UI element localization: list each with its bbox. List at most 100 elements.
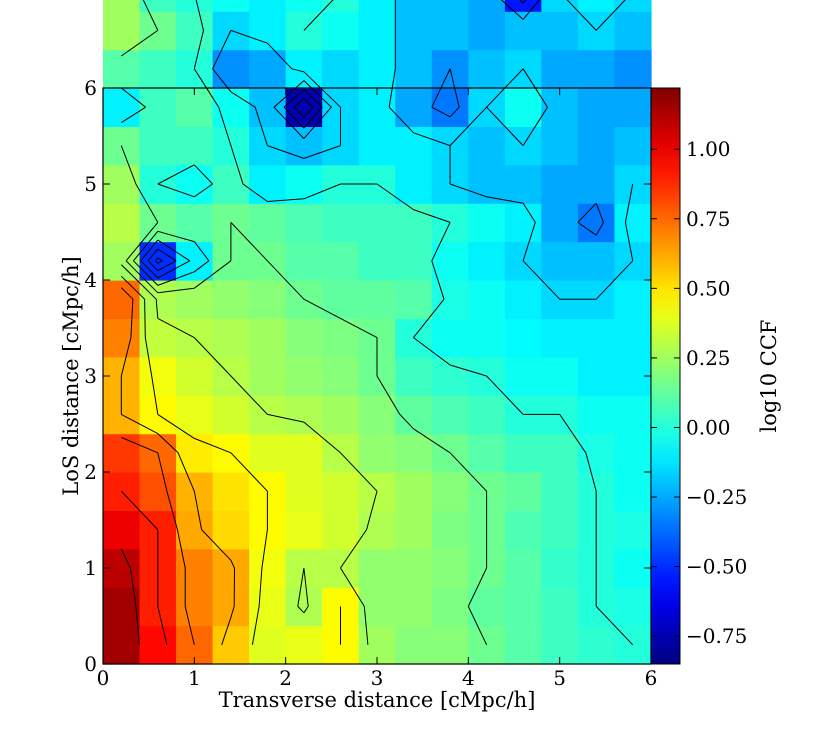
heatmap-cell bbox=[322, 318, 360, 358]
heatmap-cell bbox=[212, 0, 250, 12]
heatmap-cell bbox=[395, 395, 433, 435]
y-tick-label: 5 bbox=[84, 172, 97, 196]
heatmap-cell bbox=[577, 49, 616, 89]
x-tick-label: 0 bbox=[97, 666, 110, 690]
heatmap-cell bbox=[176, 203, 214, 243]
contour-line bbox=[120, 0, 634, 646]
heatmap-cell bbox=[249, 280, 287, 319]
x-axis-label: Transverse distance [cMpc/h] bbox=[219, 688, 536, 712]
heatmap-cell bbox=[468, 203, 506, 243]
heatmap-cell bbox=[322, 11, 360, 51]
heatmap-cell bbox=[249, 11, 287, 51]
heatmap-cell bbox=[285, 395, 323, 435]
heatmap-cell bbox=[395, 11, 433, 51]
x-tick-label: 1 bbox=[188, 666, 201, 690]
heatmap-cell bbox=[468, 280, 506, 319]
heatmap-cell bbox=[468, 0, 506, 12]
heatmap-cell bbox=[541, 510, 579, 550]
heatmap-cell bbox=[504, 548, 542, 588]
heatmap-cell bbox=[541, 472, 579, 511]
heatmap-cell bbox=[577, 126, 616, 166]
contour-line bbox=[120, 264, 378, 645]
heatmap-cell bbox=[139, 0, 177, 12]
heatmap-cell bbox=[541, 203, 579, 243]
heatmap-cell bbox=[249, 164, 287, 204]
colorbar-tick-label: 0.50 bbox=[686, 276, 731, 300]
heatmap-cell bbox=[577, 625, 616, 665]
heatmap-cell bbox=[212, 88, 250, 127]
colorbar-label: log10 CCF bbox=[757, 320, 781, 433]
colorbar-tick-label: 0.75 bbox=[686, 207, 731, 231]
heatmap-cell bbox=[504, 0, 542, 12]
heatmap-cell bbox=[614, 203, 652, 243]
colorbar-tick-label: −0.75 bbox=[686, 624, 747, 648]
heatmap-cell bbox=[139, 241, 177, 281]
heatmap-cell bbox=[541, 318, 579, 358]
heatmap-cell bbox=[504, 88, 542, 127]
heatmap-cell bbox=[139, 356, 177, 396]
heatmap-cell bbox=[176, 280, 214, 319]
heatmap-cell bbox=[212, 318, 250, 358]
heatmap-cell bbox=[285, 356, 323, 396]
heatmap-cell bbox=[395, 203, 433, 243]
heatmap-cell bbox=[504, 472, 542, 511]
heatmap-cell bbox=[431, 625, 469, 665]
heatmap-cell bbox=[468, 395, 506, 435]
heatmap-cell bbox=[358, 587, 396, 627]
heatmap-cell bbox=[577, 356, 616, 396]
heatmap-cell bbox=[468, 241, 506, 281]
heatmap-cell bbox=[358, 126, 396, 166]
heatmap-cell bbox=[322, 280, 360, 319]
heatmap-cell bbox=[139, 280, 177, 319]
heatmap-cell bbox=[285, 318, 323, 358]
heatmap-cell bbox=[614, 11, 652, 51]
heatmap-cell bbox=[176, 241, 214, 281]
heatmap-cell bbox=[285, 88, 323, 127]
heatmap-cell bbox=[322, 472, 360, 511]
heatmap-cell bbox=[614, 88, 652, 127]
heatmap-cell bbox=[176, 356, 214, 396]
colorbar-tick-label: 1.00 bbox=[686, 137, 731, 161]
heatmap-cell bbox=[176, 548, 214, 588]
heatmap-cell bbox=[504, 433, 542, 473]
heatmap-cell bbox=[614, 472, 652, 511]
heatmap-cell bbox=[614, 395, 652, 435]
heatmap-cell bbox=[395, 241, 433, 281]
heatmap-cell bbox=[504, 318, 542, 358]
heatmap-cell bbox=[249, 548, 287, 588]
heatmap-cell bbox=[431, 395, 469, 435]
heatmap-cell bbox=[614, 510, 652, 550]
heatmap-cell bbox=[577, 164, 616, 204]
heatmap-cell bbox=[358, 49, 396, 89]
contour-line bbox=[293, 97, 314, 119]
y-tick-label: 0 bbox=[84, 652, 97, 676]
heatmap-cell bbox=[358, 548, 396, 588]
contour-line bbox=[120, 548, 140, 645]
heatmap-cell bbox=[395, 126, 433, 166]
heatmap-cell bbox=[103, 11, 141, 51]
heatmap-cell bbox=[103, 433, 141, 473]
heatmap-cell bbox=[212, 395, 250, 435]
heatmap-cell bbox=[358, 203, 396, 243]
heatmap-cell bbox=[577, 318, 616, 358]
heatmap-cell bbox=[577, 395, 616, 435]
heatmap-cell bbox=[285, 126, 323, 166]
heatmap-cell bbox=[358, 11, 396, 51]
heatmap-cell bbox=[577, 203, 616, 243]
heatmap-cell bbox=[541, 548, 579, 588]
heatmap-cell bbox=[504, 203, 542, 243]
contour-line bbox=[120, 287, 235, 645]
heatmap-cell bbox=[176, 164, 214, 204]
heatmap-cell bbox=[249, 318, 287, 358]
heatmap-cell bbox=[541, 587, 579, 627]
heatmap-cell bbox=[212, 587, 250, 627]
heatmap-cell bbox=[395, 433, 433, 473]
heatmap-cell bbox=[541, 433, 579, 473]
heatmap-cell bbox=[504, 280, 542, 319]
heatmap-cell bbox=[285, 510, 323, 550]
heatmap-cell bbox=[285, 241, 323, 281]
heatmap-cell bbox=[358, 0, 396, 12]
heatmap-cell bbox=[358, 433, 396, 473]
heatmap-cell bbox=[285, 472, 323, 511]
heatmap-cell bbox=[139, 126, 177, 166]
